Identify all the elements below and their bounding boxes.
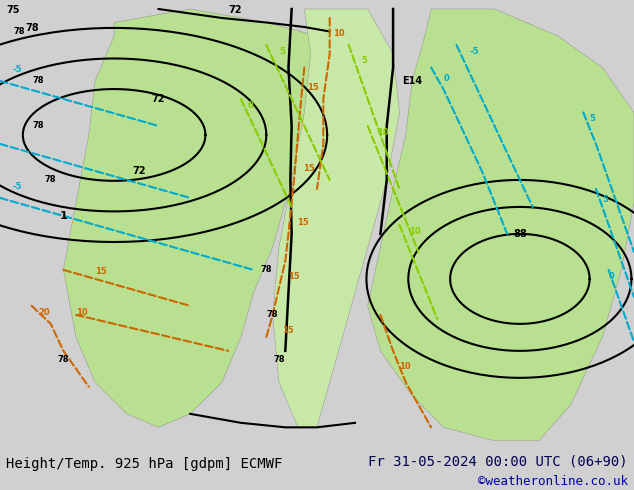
Text: 78: 78 xyxy=(261,266,272,274)
Text: 15: 15 xyxy=(288,272,301,281)
Text: ©weatheronline.co.uk: ©weatheronline.co.uk xyxy=(477,475,628,488)
Text: Height/Temp. 925 hPa [gdpm] ECMWF: Height/Temp. 925 hPa [gdpm] ECMWF xyxy=(6,457,283,471)
Text: 15: 15 xyxy=(297,218,309,227)
Text: 78: 78 xyxy=(273,355,285,365)
Text: E14: E14 xyxy=(402,76,422,86)
Text: -5: -5 xyxy=(469,47,479,56)
Text: 10: 10 xyxy=(399,362,411,371)
Text: 0: 0 xyxy=(609,272,614,281)
Text: 78: 78 xyxy=(45,175,56,184)
Text: 88: 88 xyxy=(513,229,527,239)
Text: 75: 75 xyxy=(6,5,20,16)
Text: 20: 20 xyxy=(38,308,49,317)
Text: 5: 5 xyxy=(602,196,608,204)
Text: 0: 0 xyxy=(247,101,253,110)
Text: 10: 10 xyxy=(76,308,87,317)
Text: 78: 78 xyxy=(32,76,44,85)
Polygon shape xyxy=(273,9,399,427)
Text: 1: 1 xyxy=(60,211,67,221)
Text: 15: 15 xyxy=(95,268,107,276)
Text: 15: 15 xyxy=(303,164,315,173)
Text: Fr 31-05-2024 00:00 UTC (06+90): Fr 31-05-2024 00:00 UTC (06+90) xyxy=(368,454,628,468)
Text: 78: 78 xyxy=(32,122,44,130)
Text: 78: 78 xyxy=(58,355,69,365)
Text: 78: 78 xyxy=(25,24,39,33)
Polygon shape xyxy=(368,9,634,441)
Text: 72: 72 xyxy=(133,166,146,176)
Text: 5: 5 xyxy=(361,56,367,65)
Text: -5: -5 xyxy=(13,65,22,74)
Text: 15: 15 xyxy=(307,83,320,92)
Text: 72: 72 xyxy=(152,94,165,104)
Text: 10: 10 xyxy=(409,227,420,236)
Text: 5: 5 xyxy=(590,115,595,123)
Text: 10: 10 xyxy=(377,128,389,137)
Text: 10: 10 xyxy=(333,29,344,38)
Text: -5: -5 xyxy=(13,182,22,191)
Polygon shape xyxy=(63,9,330,427)
Text: 72: 72 xyxy=(228,5,242,16)
Text: 15: 15 xyxy=(282,326,294,335)
Text: 0: 0 xyxy=(444,74,450,83)
Text: 78: 78 xyxy=(267,310,278,319)
Text: 78: 78 xyxy=(13,27,25,36)
Text: 5: 5 xyxy=(279,47,285,56)
